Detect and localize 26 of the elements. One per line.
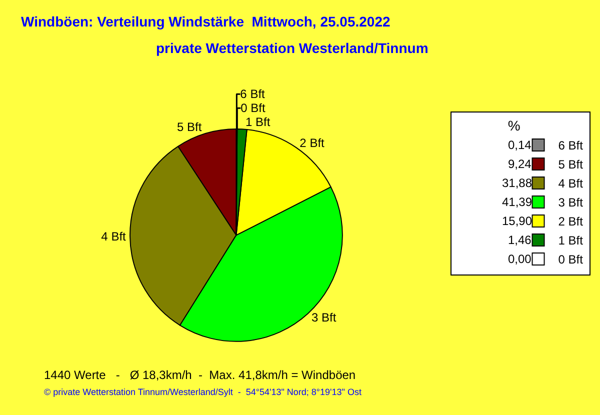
data-label: 1,46 [508,233,532,247]
legend-label: 3 Bft [558,196,584,210]
legend-label: 4 Bft [558,176,584,191]
legend-label: 6 Bft [558,138,584,153]
data-label: 15,90 [502,214,532,228]
legend-title: % [453,118,520,134]
slice-label: 3 Bft [311,310,337,324]
slice-label: 5 Bft [176,120,202,134]
chart-title: Windböen: Verteilung Windstärke Mittwoch, 25.05.2022 [21,13,390,30]
legend-label: 2 Bft [558,214,584,229]
slice-label: 6 Bft [240,87,266,102]
category-label: 0 Bft [240,101,266,116]
data-label: 9,24 [508,157,532,171]
legend-label: 1 Bft [558,234,584,248]
chart-subtitle: private Wetterstation Westerland/Tinnum [156,40,428,56]
data-label: 31,88 [502,176,532,190]
text: 1440 Werte - Ø 18,3km/h - Max. 41,8km/h = Windböen [44,368,356,382]
data-label: 0,14 [508,138,532,152]
text: 0,00 [508,252,532,266]
text: © private Wetterstation Tinnum/Westerland/Sylt - 54°54'13" Nord; 8°19'13" Ost [44,387,362,397]
slice-label: 4 Bft [101,229,127,244]
data-label: 41,39 [502,195,532,209]
legend-label: 0 Bft [558,252,584,267]
legend-label: 5 Bft [558,158,584,172]
slice-label: 1 Bft [246,115,271,130]
slice-label: 2 Bft [300,136,326,150]
